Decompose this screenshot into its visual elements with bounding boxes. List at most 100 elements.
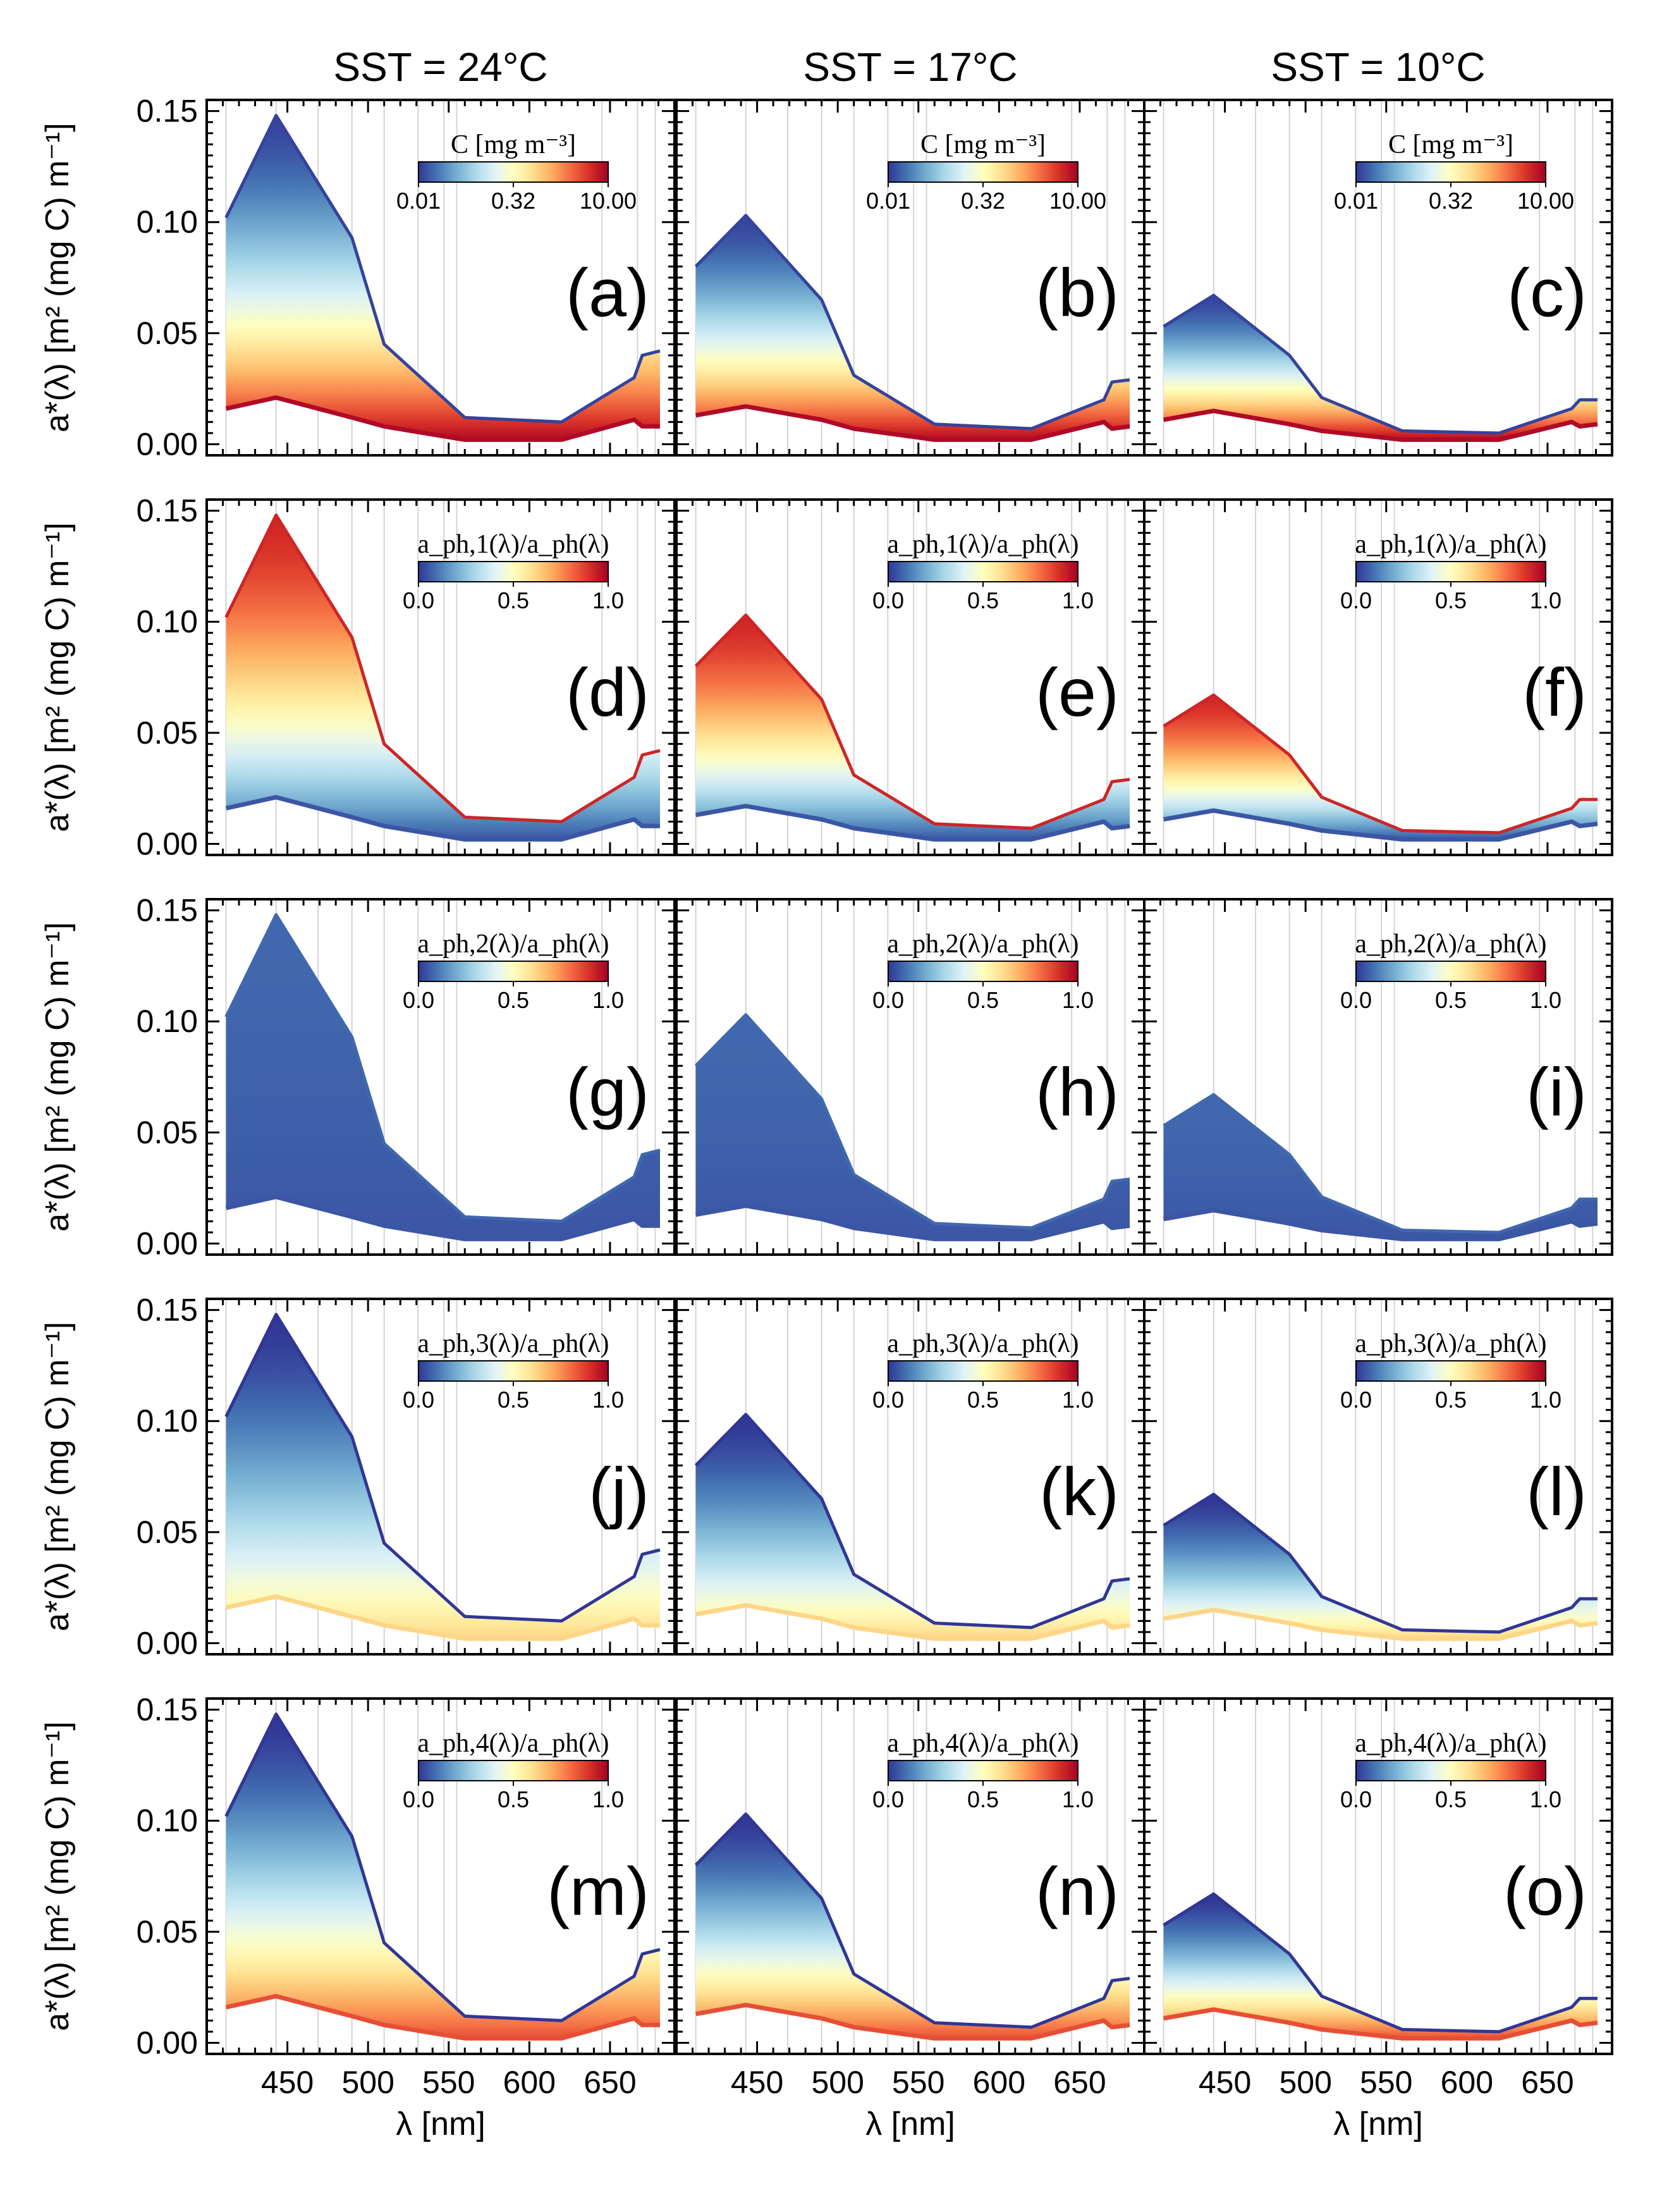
colorbar-tick-label: 0.0: [403, 1387, 434, 1413]
colorbar-title: a_ph,2(λ)/a_ph(λ): [417, 930, 609, 959]
low-chl-spectrum-line: [694, 1013, 1130, 1230]
panel-3: (c) C [mg m⁻³] 0.01 0.32 10.00: [1143, 99, 1613, 457]
high-chl-spectrum-line: [695, 404, 1130, 442]
y-tick-label: 0.00: [137, 826, 198, 861]
y-tick-label: 0.00: [137, 1226, 198, 1261]
colorbar: [888, 561, 1078, 582]
panel-2: (b) C [mg m⁻³] 0.01 0.32 10.00: [675, 99, 1146, 457]
y-tick-label: 0.15: [137, 1692, 198, 1728]
high-chl-spectrum-line: [1163, 2007, 1598, 2041]
low-chl-spectrum-line: [224, 913, 661, 1223]
colorbar-title: a_ph,4(λ)/a_ph(λ): [417, 1729, 609, 1758]
spectra-envelope: [1163, 1494, 1598, 1639]
low-chl-spectrum-line: [224, 114, 661, 424]
panel-5: (e) a_ph,1(λ)/a_ph(λ) 0.0 0.5 1.0: [675, 498, 1146, 856]
colorbar: [888, 1760, 1078, 1781]
panel-label: (k): [1039, 1453, 1119, 1530]
high-chl-spectrum-line: [1163, 808, 1598, 842]
y-tick-label: 0.10: [137, 1803, 198, 1838]
colorbar-title: a_ph,4(λ)/a_ph(λ): [887, 1729, 1078, 1758]
colorbar: [418, 1360, 609, 1382]
low-chl-spectrum-line: [1163, 293, 1598, 435]
colorbar-tick-label: 0.5: [967, 1786, 999, 1812]
high-chl-spectrum-line: [225, 795, 660, 842]
x-tick-label: 550: [892, 2065, 944, 2100]
panel-label: (c): [1507, 254, 1587, 331]
low-chl-spectrum-line: [224, 513, 661, 823]
colorbar: [1355, 161, 1546, 183]
y-axis-label: a*(λ) [m² (mg C) m⁻¹]: [39, 522, 76, 832]
panel-label: (l): [1526, 1453, 1587, 1530]
high-chl-spectrum-line: [695, 1203, 1130, 1241]
spectra-envelope: [226, 1714, 661, 2039]
y-tick-label: 0.15: [137, 1293, 198, 1328]
y-tick-label: 0.10: [137, 604, 198, 639]
colorbar-tick-label: 0.5: [498, 1786, 529, 1812]
colorbar: [418, 161, 609, 183]
colorbar-tick-label: 1.0: [1530, 987, 1561, 1013]
high-chl-spectrum-line: [695, 1603, 1130, 1641]
panel-6: (f) a_ph,1(λ)/a_ph(λ) 0.0 0.5 1.0: [1143, 498, 1613, 856]
x-tick-label: 500: [341, 2065, 394, 2100]
spectra-envelope: [226, 115, 661, 440]
x-tick-label: 450: [261, 2065, 314, 2100]
column-title-3: SST = 10°C: [1271, 44, 1485, 90]
panel-label: (j): [589, 1453, 649, 1530]
colorbar-tick-label: 0.5: [967, 587, 999, 613]
y-axis-label: a*(λ) [m² (mg C) m⁻¹]: [39, 922, 76, 1232]
colorbar-tick-label: 10.00: [580, 188, 637, 214]
panel-8: (h) a_ph,2(λ)/a_ph(λ) 0.0 0.5 1.0: [675, 898, 1146, 1256]
colorbar-tick-label: 0.01: [396, 188, 441, 214]
colorbar-tick-label: 0.0: [872, 587, 904, 613]
panel-1: 0.00 0.05 0.10 0.15 a*(λ) [m² (mg C) m⁻¹] (a)…: [39, 94, 676, 462]
colorbar-title: a_ph,2(λ)/a_ph(λ): [1355, 930, 1546, 959]
colorbar-tick-label: 10.00: [1517, 188, 1574, 214]
colorbar: [418, 1760, 609, 1781]
x-tick-label: 650: [1521, 2065, 1573, 2100]
colorbar-tick-label: 0.0: [872, 987, 904, 1013]
colorbar-tick-label: 0.01: [1334, 188, 1378, 214]
colorbar-title: C [mg m⁻³]: [451, 130, 576, 159]
x-tick-label: 550: [1360, 2065, 1412, 2100]
x-tick-label: 550: [422, 2065, 475, 2100]
y-tick-label: 0.10: [137, 1004, 198, 1039]
column-title-2: SST = 17°C: [803, 44, 1017, 90]
colorbar: [1355, 1760, 1546, 1781]
colorbar-title: a_ph,3(λ)/a_ph(λ): [1355, 1329, 1546, 1358]
y-tick-label: 0.05: [137, 1515, 198, 1550]
spectra-envelope: [1163, 1894, 1598, 2039]
panel-12: (l) a_ph,3(λ)/a_ph(λ) 0.0 0.5 1.0: [1143, 1298, 1613, 1656]
y-tick-label: 0.15: [137, 94, 198, 129]
low-chl-spectrum-line: [1163, 1093, 1598, 1234]
y-tick-label: 0.10: [137, 1403, 198, 1439]
colorbar-tick-label: 1.0: [592, 587, 624, 613]
high-chl-spectrum-line: [1163, 1607, 1598, 1641]
colorbar-tick-label: 0.01: [866, 188, 910, 214]
colorbar-tick-label: 0.0: [872, 1786, 904, 1812]
spectra-envelope: [1163, 1095, 1598, 1239]
low-chl-spectrum-line: [1163, 693, 1598, 835]
colorbar-tick-label: 0.32: [491, 188, 535, 214]
low-chl-spectrum-line: [694, 1413, 1130, 1630]
colorbar-tick-label: 0.5: [1435, 1387, 1467, 1413]
y-tick-label: 0.05: [137, 1914, 198, 1950]
panel-label: (f): [1522, 654, 1587, 730]
colorbar-tick-label: 1.0: [1062, 1387, 1094, 1413]
spectra-envelope: [1163, 295, 1598, 440]
x-tick-label: 600: [973, 2065, 1025, 2100]
colorbar-title: a_ph,1(λ)/a_ph(λ): [1355, 530, 1546, 559]
colorbar-tick-label: 1.0: [592, 987, 624, 1013]
colorbar: [888, 1360, 1078, 1382]
colorbar-tick-label: 10.00: [1049, 188, 1106, 214]
low-chl-spectrum-line: [224, 1313, 661, 1623]
colorbar: [418, 561, 609, 582]
low-chl-spectrum-line: [1163, 1492, 1598, 1634]
panel-9: (i) a_ph,2(λ)/a_ph(λ) 0.0 0.5 1.0: [1143, 898, 1613, 1256]
colorbar-tick-label: 1.0: [1530, 1387, 1561, 1413]
panel-label: (i): [1526, 1054, 1587, 1130]
colorbar: [1355, 961, 1546, 982]
panel-label: (a): [566, 254, 649, 331]
colorbar-tick-label: 1.0: [592, 1786, 624, 1812]
spectra-envelope: [226, 1314, 661, 1639]
